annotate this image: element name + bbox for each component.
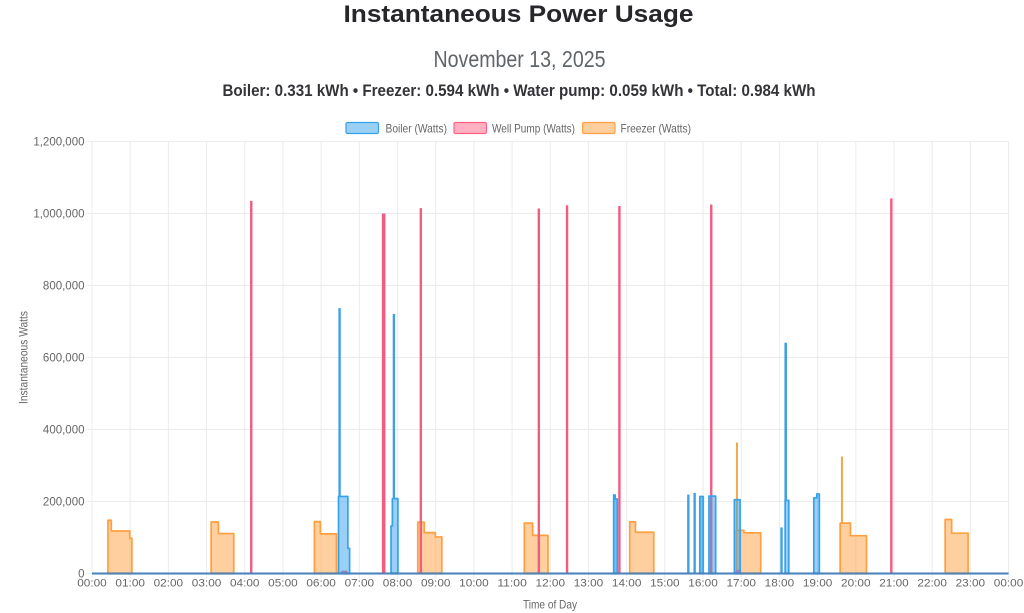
- svg-text:1,000,000: 1,000,000: [33, 209, 84, 221]
- svg-text:14:00: 14:00: [612, 578, 642, 590]
- svg-text:08:00: 08:00: [383, 578, 413, 590]
- svg-text:22:00: 22:00: [917, 578, 947, 590]
- svg-text:09:00: 09:00: [421, 578, 451, 590]
- svg-text:19:00: 19:00: [803, 578, 833, 590]
- svg-text:00:00: 00:00: [77, 578, 107, 590]
- svg-text:600,000: 600,000: [43, 353, 85, 365]
- svg-text:05:00: 05:00: [268, 578, 298, 590]
- svg-text:November 13, 2025: November 13, 2025: [434, 46, 606, 72]
- svg-text:Time of Day: Time of Day: [523, 598, 577, 612]
- svg-text:18:00: 18:00: [765, 578, 795, 590]
- svg-text:00:00: 00:00: [994, 578, 1024, 590]
- svg-text:Boiler: 0.331 kWh • Freezer: 0: Boiler: 0.331 kWh • Freezer: 0.594 kWh •…: [223, 82, 816, 100]
- svg-text:200,000: 200,000: [43, 497, 85, 509]
- svg-text:07:00: 07:00: [345, 578, 375, 590]
- svg-text:Boiler (Watts): Boiler (Watts): [386, 122, 448, 136]
- svg-text:17:00: 17:00: [726, 578, 756, 590]
- svg-text:03:00: 03:00: [192, 578, 222, 590]
- svg-text:01:00: 01:00: [115, 578, 145, 590]
- svg-text:Well Pump (Watts): Well Pump (Watts): [492, 122, 575, 136]
- svg-text:02:00: 02:00: [154, 578, 184, 590]
- svg-text:11:00: 11:00: [497, 578, 527, 590]
- svg-text:04:00: 04:00: [230, 578, 260, 590]
- svg-text:15:00: 15:00: [650, 578, 680, 590]
- svg-text:800,000: 800,000: [43, 281, 85, 293]
- svg-text:21:00: 21:00: [879, 578, 909, 590]
- svg-text:23:00: 23:00: [956, 578, 986, 590]
- svg-text:Instantaneous Power Usage: Instantaneous Power Usage: [344, 1, 694, 28]
- svg-text:Freezer (Watts): Freezer (Watts): [621, 122, 692, 136]
- svg-text:Instantaneous Watts: Instantaneous Watts: [17, 311, 31, 404]
- svg-text:13:00: 13:00: [574, 578, 604, 590]
- svg-text:12:00: 12:00: [536, 578, 566, 590]
- svg-text:0: 0: [78, 569, 84, 581]
- svg-text:16:00: 16:00: [688, 578, 718, 590]
- svg-text:1,200,000: 1,200,000: [33, 137, 84, 149]
- svg-text:06:00: 06:00: [306, 578, 336, 590]
- svg-text:400,000: 400,000: [43, 425, 85, 437]
- svg-text:20:00: 20:00: [841, 578, 871, 590]
- svg-text:10:00: 10:00: [459, 578, 489, 590]
